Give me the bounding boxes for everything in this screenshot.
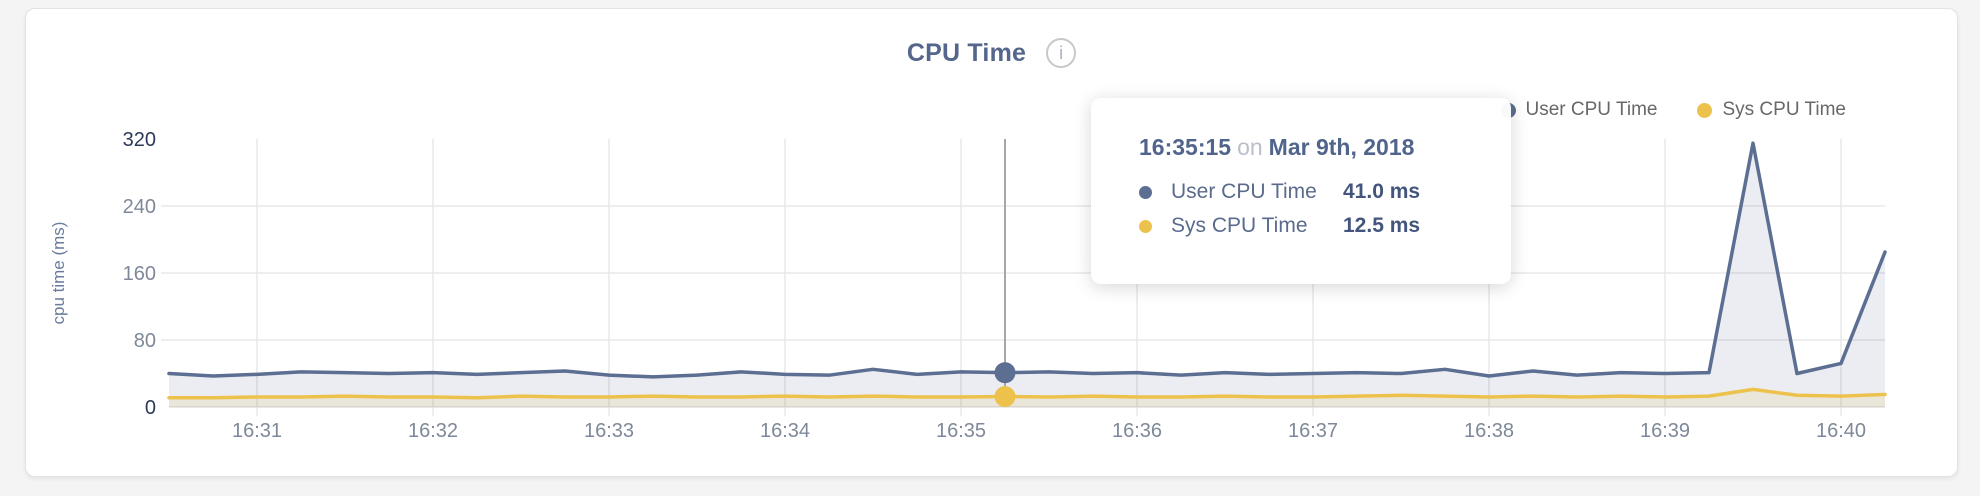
tooltip-row-sys: Sys CPU Time 12.5 ms — [1139, 209, 1511, 243]
user-cpu-line[interactable] — [167, 141, 1887, 379]
x-tick-label: 16:35 — [936, 420, 986, 442]
y-tick-label: 0 — [145, 397, 156, 419]
y-tick-label: 80 — [134, 330, 156, 352]
cpu-time-chart-card: CPU Time i User CPU Time Sys CPU Time 16… — [25, 8, 1958, 477]
chart-tooltip: 16:35:15 on Mar 9th, 2018 User CPU Time 41… — [1091, 98, 1511, 284]
x-tick-label: 16:40 — [1816, 420, 1866, 442]
hover-marker-sys — [994, 386, 1016, 408]
x-tick-label: 16:33 — [584, 420, 634, 442]
tooltip-label-user: User CPU Time — [1171, 180, 1317, 203]
tooltip-dot-user-icon — [1139, 185, 1152, 199]
legend-label-sys: Sys CPU Time — [1722, 99, 1846, 120]
y-axis-title: cpu time (ms) — [49, 222, 68, 325]
tooltip-dot-sys-icon — [1139, 219, 1152, 233]
tooltip-time: 16:35:15 — [1139, 134, 1232, 160]
hover-marker-user — [994, 362, 1016, 384]
tooltip-value-sys: 12.5 ms — [1343, 214, 1421, 237]
x-tick-label: 16:32 — [408, 420, 458, 442]
tooltip-value-user: 41.0 ms — [1343, 180, 1421, 203]
tooltip-header: 16:35:15 on Mar 9th, 2018 — [1139, 134, 1511, 161]
x-tick-label: 16:38 — [1464, 420, 1514, 442]
sys-cpu-line[interactable] — [167, 387, 1887, 400]
tooltip-label-sys: Sys CPU Time — [1171, 214, 1308, 237]
x-tick-label: 16:31 — [232, 420, 282, 442]
tooltip-row-user: User CPU Time 41.0 ms — [1139, 175, 1511, 209]
x-tick-label: 16:36 — [1112, 420, 1162, 442]
tooltip-connector: on — [1237, 134, 1263, 160]
user-cpu-area — [169, 143, 1885, 407]
info-icon[interactable]: i — [1046, 38, 1077, 68]
chart-header: CPU Time i — [26, 35, 1957, 71]
cpu-time-chart-plot[interactable]: 16:31 16:32 16:33 16:34 16:35 16:36 16:37 16:38… — [26, 9, 1959, 478]
y-tick-label: 160 — [123, 263, 156, 285]
chart-title: CPU Time — [906, 38, 1027, 67]
x-tick-label: 16:37 — [1288, 420, 1338, 442]
y-tick-label: 240 — [123, 196, 156, 218]
tooltip-date: Mar 9th, 2018 — [1268, 134, 1415, 160]
y-tick-label: 320 — [123, 129, 156, 151]
legend-dot-sys-icon — [1697, 102, 1713, 118]
x-tick-label: 16:34 — [760, 420, 810, 442]
x-tick-label: 16:39 — [1640, 420, 1690, 442]
legend-item-sys-cpu-time[interactable]: Sys CPU Time — [1697, 99, 1846, 121]
legend-label-user: User CPU Time — [1525, 99, 1658, 120]
